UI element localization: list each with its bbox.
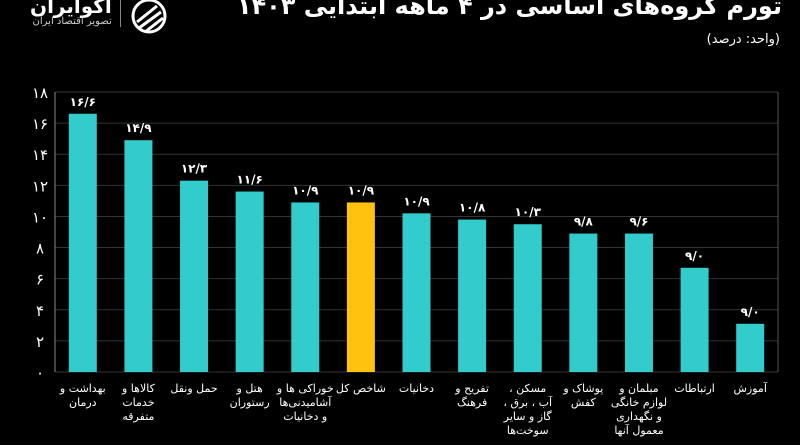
data-label: ۹/۸ bbox=[574, 215, 594, 229]
bar bbox=[346, 202, 375, 372]
y-tick-label: ۱۶ bbox=[32, 115, 48, 133]
y-tick-label: ۴ bbox=[36, 302, 44, 320]
category-label: هتل و رستوران bbox=[230, 382, 270, 409]
category-label: تفریح و فرهنگ bbox=[454, 382, 489, 409]
logo-name: اکوایران bbox=[30, 0, 112, 18]
y-tick-label: ۱۴ bbox=[32, 146, 48, 164]
logo-mark-icon bbox=[131, 0, 167, 34]
bar bbox=[513, 224, 542, 372]
data-label: ۹/۶ bbox=[629, 215, 648, 229]
data-label: ۱۶/۶ bbox=[70, 95, 96, 109]
y-tick-label: ۱۰ bbox=[32, 208, 48, 226]
data-label: ۱۰/۹ bbox=[403, 194, 430, 208]
bar bbox=[736, 323, 765, 372]
data-label: ۱۰/۹ bbox=[292, 183, 319, 197]
bar bbox=[291, 202, 320, 372]
data-label: ۱۰/۸ bbox=[459, 201, 486, 215]
data-label: ۱۰/۹ bbox=[348, 183, 375, 197]
data-label: ۱۱/۶ bbox=[236, 173, 262, 187]
data-label: ۹/۰ bbox=[741, 305, 760, 319]
bar bbox=[680, 267, 709, 372]
data-label: ۱۴/۹ bbox=[125, 121, 152, 135]
logo-tagline: تصویر اقتصاد ایران bbox=[32, 16, 112, 27]
category-label: حمل ونقل bbox=[170, 382, 217, 395]
y-tick-label: ۱۸ bbox=[32, 84, 48, 102]
category-label: شاخص کل bbox=[336, 382, 386, 395]
unit-label: (واحد: درصد) bbox=[706, 32, 780, 47]
category-label: ارتباطات bbox=[674, 382, 715, 395]
y-tick-label: ۱۲ bbox=[32, 177, 48, 195]
category-label: خوراکی ها و آشامیدنی‌ها و دخانیات bbox=[276, 382, 334, 423]
data-label: ۱۰/۳ bbox=[515, 205, 542, 219]
category-label: بهداشت و درمان bbox=[59, 382, 106, 409]
y-tick-label: ۰ bbox=[36, 364, 44, 382]
bar bbox=[624, 233, 653, 372]
data-label: ۱۲/۳ bbox=[181, 162, 208, 176]
bar bbox=[235, 191, 264, 372]
category-label: پوشاک و کفش bbox=[562, 382, 603, 409]
category-label: مسکن ، آب ، برق ، گاز و سایر سوخت‌ها bbox=[503, 382, 553, 437]
category-label: کالاها و خدمات متفرقه bbox=[121, 382, 156, 423]
y-tick-label: ۶ bbox=[36, 271, 44, 289]
bar bbox=[124, 140, 153, 372]
category-label: آموزش bbox=[734, 381, 768, 395]
category-label: مبلمان و لوازم خانگی و نگهداری معمول آنها bbox=[611, 382, 667, 437]
bar bbox=[68, 113, 97, 373]
bar bbox=[402, 213, 431, 372]
y-tick-label: ۲ bbox=[36, 333, 44, 351]
bar bbox=[180, 180, 209, 372]
y-tick-label: ۸ bbox=[36, 240, 44, 258]
data-label: ۹/۰ bbox=[685, 249, 704, 263]
category-label: دخانیات bbox=[399, 382, 434, 395]
bar bbox=[569, 233, 598, 372]
bar bbox=[458, 219, 487, 372]
chart-title: تورم گروه‌های اساسی در ۴ ماهه ابتدایی ۱۴… bbox=[236, 0, 782, 20]
logo: اکوایران تصویر اقتصاد ایران bbox=[30, 0, 169, 40]
